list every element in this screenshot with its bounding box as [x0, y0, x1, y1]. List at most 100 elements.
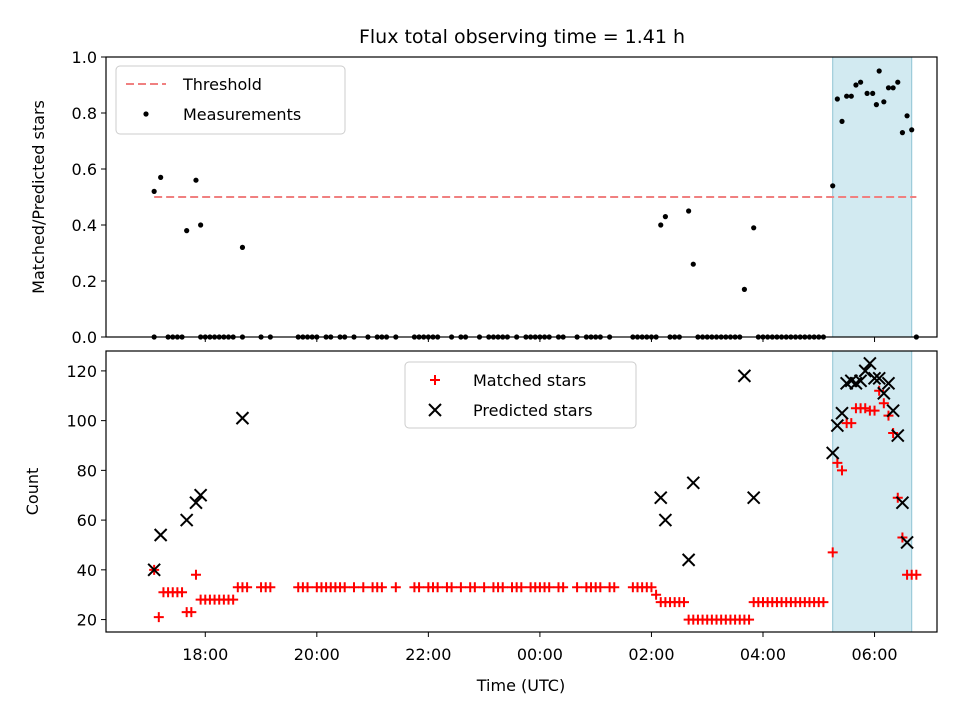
measurement-point	[834, 96, 840, 102]
x-tick-label: 06:00	[851, 645, 897, 664]
predicted-star-point	[189, 495, 203, 510]
measurement-point	[876, 68, 882, 74]
chart-title: Flux total observing time = 1.41 h	[359, 26, 685, 48]
measurement-point	[873, 102, 879, 108]
y-axis-label: Matched/Predicted stars	[29, 100, 48, 294]
legend-predicted-label: Predicted stars	[473, 401, 593, 420]
matched-star-point	[479, 582, 490, 593]
y-tick-label: 20	[77, 611, 97, 630]
measurement-point	[658, 222, 664, 228]
measurement-point	[870, 90, 876, 96]
legend-threshold-label: Threshold	[182, 75, 262, 94]
y-tick-label: 0.2	[72, 272, 97, 291]
predicted-star-point	[877, 386, 891, 400]
predicted-star-point	[686, 476, 700, 490]
y-tick-label: 80	[77, 461, 97, 480]
matched-star-point	[177, 587, 188, 598]
measurement-point	[662, 214, 668, 220]
matched-star-point	[497, 582, 508, 593]
measurement-point	[844, 93, 850, 99]
measurement-point	[690, 261, 696, 267]
matched-star-point	[339, 582, 350, 593]
predicted-star-point	[835, 406, 849, 420]
y-tick-label: 0.8	[72, 104, 97, 123]
matched-star-point	[572, 582, 583, 593]
matched-star-point	[455, 582, 466, 593]
measurement-point	[839, 118, 845, 124]
matched-star-point	[358, 582, 369, 593]
legend-box	[404, 361, 637, 429]
matched-star-point	[228, 594, 239, 605]
measurement-point	[857, 79, 864, 85]
x-tick-label: 22:00	[405, 645, 451, 664]
predicted-star-point	[681, 553, 696, 567]
legend-predicted-swatch	[428, 403, 442, 417]
matched-star-point	[744, 614, 755, 625]
matched-star-point	[878, 398, 889, 409]
predicted-star-point	[886, 403, 900, 418]
measurement-point	[909, 127, 915, 133]
predicted-star-point	[872, 371, 886, 386]
predicted-star-point	[881, 376, 896, 391]
matched-star-point	[869, 405, 880, 416]
x-tick-label: 00:00	[517, 645, 563, 664]
legend-matched-label: Matched stars	[473, 371, 586, 390]
y-tick-label: 0.4	[72, 216, 97, 235]
matched-star-point	[469, 582, 480, 593]
y-tick-label: 40	[77, 561, 97, 580]
x-axis-label: Time (UTC)	[476, 676, 565, 695]
highlight-band	[832, 350, 913, 633]
x-tick-label: 02:00	[628, 645, 674, 664]
y-tick-label: 100	[66, 412, 97, 431]
matched-star-point	[390, 582, 401, 593]
x-tick-label: 20:00	[294, 645, 340, 664]
predicted-star-point	[891, 428, 905, 443]
matched-star-point	[446, 582, 457, 593]
predicted-star-point	[858, 364, 872, 378]
x-tick-label: 04:00	[740, 645, 786, 664]
predicted-star-point	[193, 488, 208, 502]
y-tick-label: 120	[66, 362, 97, 381]
predicted-star-point	[830, 418, 845, 433]
predicted-star-point	[153, 528, 168, 542]
predicted-star-point	[867, 371, 882, 386]
predicted-star-point	[235, 411, 250, 425]
matched-star-point	[265, 582, 276, 593]
measurement-point	[741, 286, 748, 292]
measurement-point	[890, 85, 896, 91]
top-panel: 0.0 0.2 0.4 0.6 0.8 1.0 Matched/Predicted star…	[29, 48, 938, 347]
matched-star-point	[595, 582, 606, 593]
predicted-star-point	[863, 356, 877, 371]
axes-frame	[105, 350, 938, 633]
measurement-point	[830, 183, 836, 189]
matched-star-point	[846, 418, 857, 429]
predicted-star-point	[654, 491, 668, 505]
matched-star-point	[837, 465, 848, 476]
legend-box	[115, 65, 346, 135]
y-tick-label: 0.6	[72, 160, 97, 179]
matched-star-point	[678, 597, 689, 608]
matched-star-point	[818, 597, 829, 608]
matched-star-point	[911, 569, 922, 580]
measurement-point	[904, 113, 910, 119]
bottom-panel: 20 40 60 80 100 120 Count 18:00 20:00 22:00 00:00 0…	[23, 350, 938, 695]
predicted-star-point	[179, 513, 194, 527]
matched-star-point	[516, 582, 527, 593]
predicted-star-point	[853, 374, 868, 388]
matched-star-point	[348, 582, 359, 593]
measurement-point	[193, 177, 199, 183]
predicted-star-point	[658, 513, 673, 527]
measurement-point	[895, 79, 901, 85]
matched-star-point	[186, 607, 197, 618]
matched-star-point	[414, 582, 425, 593]
predicted-star-point	[900, 535, 914, 550]
legend-top: Threshold Measurements	[115, 65, 346, 135]
measurement-point	[686, 208, 692, 214]
predicted-star-point	[825, 446, 840, 460]
predicted-star-point	[737, 369, 752, 383]
matched-star-point	[558, 582, 569, 593]
predicted-star-point	[147, 563, 161, 577]
legend-bottom: Matched stars Predicted stars	[404, 361, 637, 429]
matched-star-point	[302, 582, 313, 593]
